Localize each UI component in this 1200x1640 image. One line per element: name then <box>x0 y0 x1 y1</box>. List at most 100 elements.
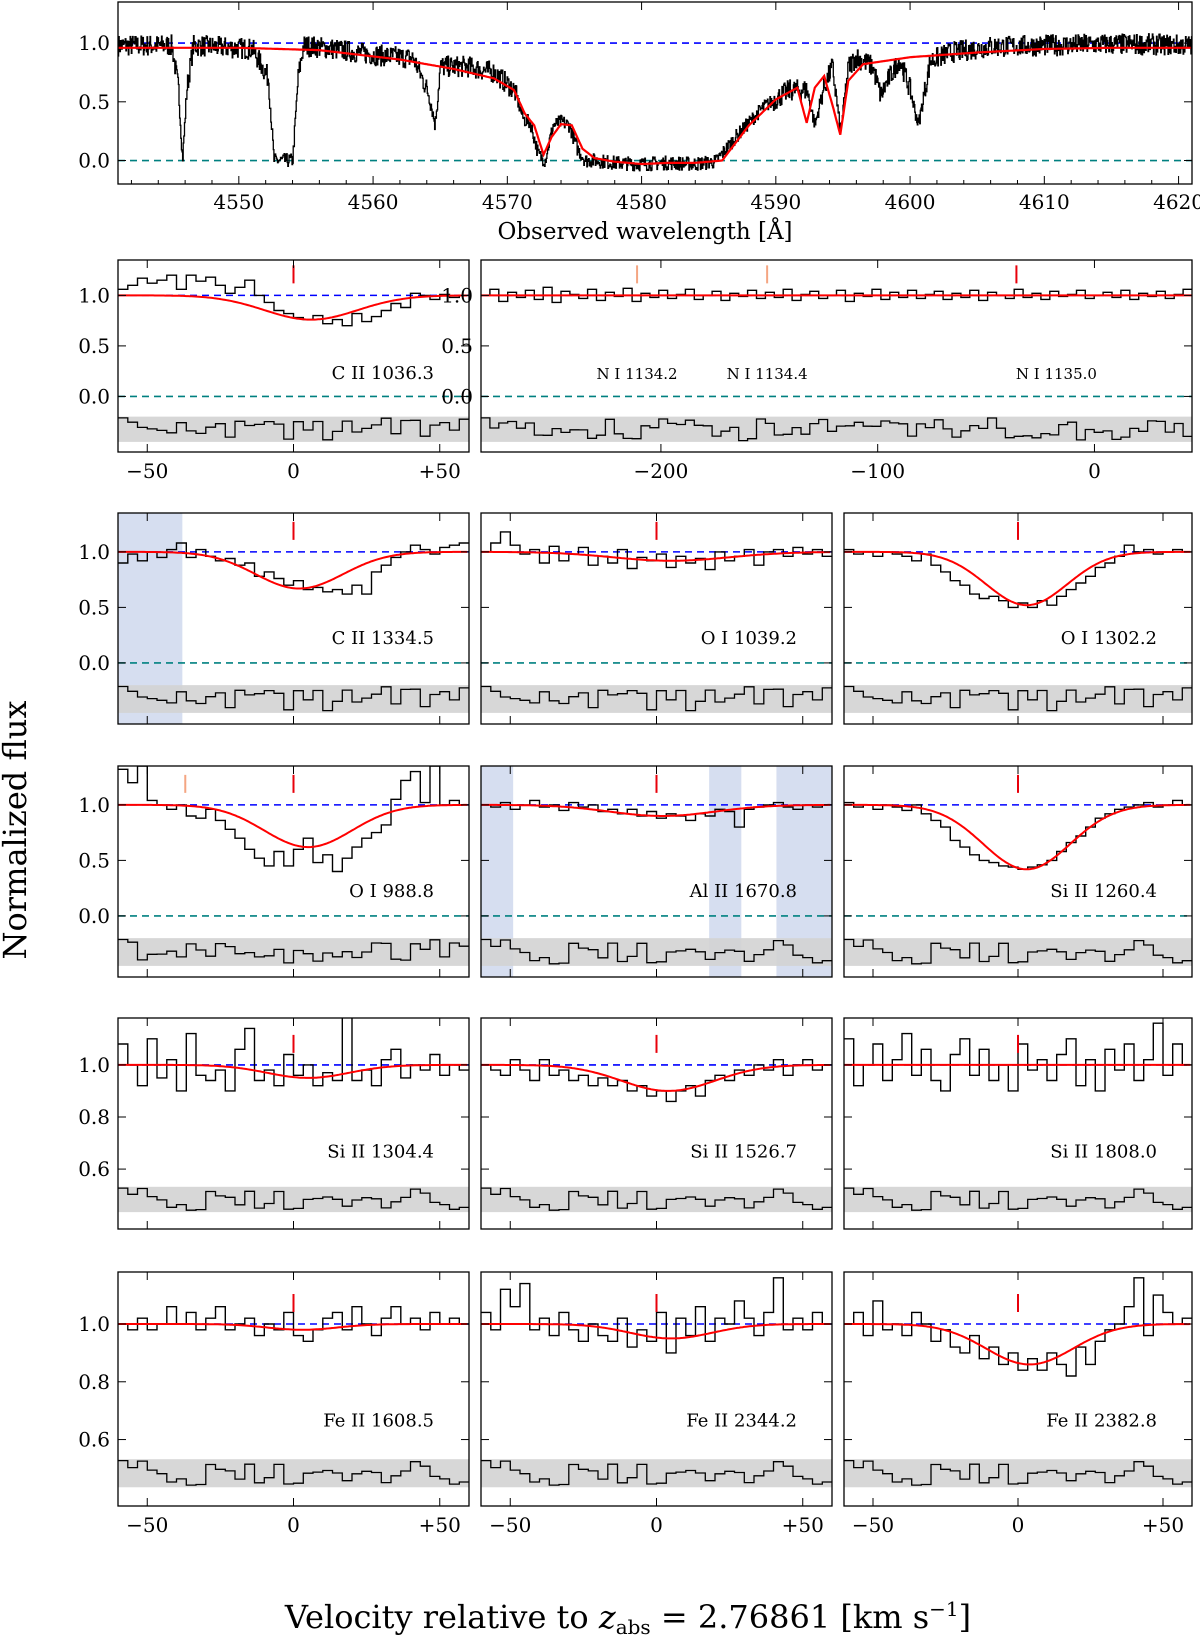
residuals <box>118 1459 469 1486</box>
panel-si2-1260: Si II 1260.4 <box>843 765 1193 978</box>
spectrum-model <box>118 46 1191 166</box>
frame <box>480 1017 833 1230</box>
flux-data <box>844 1277 1192 1377</box>
flux-model <box>118 803 468 849</box>
y-tick-label: 0.5 <box>78 595 110 619</box>
x-tick-label: −50 <box>852 1513 894 1537</box>
flux-data <box>481 1059 832 1103</box>
x-tick-label: 0 <box>1012 1513 1025 1537</box>
plot-area-c2-1334 <box>118 513 469 724</box>
panel-n1-triplet: N I 1134.2 N I 1134.4 N I 1135.0 −200 −100 0 0… <box>441 259 1193 483</box>
y-tick-label: 0.0 <box>441 384 473 408</box>
residuals <box>844 938 1192 965</box>
panel-si2-1526: Si II 1526.7 <box>480 1017 833 1230</box>
panel-c2-1334: C II 1334.5 0.0 0.5 1.0 <box>78 512 470 725</box>
line-label: Si II 1526.7 <box>690 1141 797 1162</box>
panel-fe2-2344: Fe II 2344.2 −50 0 +50 <box>480 1271 833 1537</box>
frame <box>480 259 1193 453</box>
line-label: N I 1134.2 <box>597 365 678 383</box>
x-tick-label: −100 <box>850 459 905 483</box>
flux-model <box>118 550 468 590</box>
panel-top-spectrum: 4550 4560 4570 4580 4590 4600 4610 4620 0.0 0.5 1.… <box>78 1 1200 245</box>
line-label: Si II 1304.4 <box>327 1141 434 1162</box>
y-tick-label: 1.0 <box>78 31 110 55</box>
frame <box>117 1271 470 1507</box>
y-tick-label: 0.0 <box>78 149 110 173</box>
x-tick-label: −200 <box>633 459 688 483</box>
residuals <box>118 685 469 712</box>
flux-model <box>844 1323 1191 1366</box>
flux-model <box>118 1063 468 1079</box>
x-tick-label: −50 <box>126 459 168 483</box>
x-tick-label: +50 <box>782 1513 824 1537</box>
residuals <box>118 417 469 441</box>
y-tick-label: 1.0 <box>78 793 110 817</box>
residuals <box>481 1187 832 1211</box>
frame <box>117 765 470 978</box>
x-tick-label: 0 <box>650 1513 663 1537</box>
residuals <box>844 1187 1192 1211</box>
plot-area-n1-triplet <box>481 265 1192 442</box>
frame <box>480 1271 833 1507</box>
x-tick-label: −50 <box>489 1513 531 1537</box>
x-tick-label: 4560 <box>348 190 399 214</box>
y-tick-label: 1.0 <box>78 1053 110 1077</box>
flux-data <box>844 544 1192 609</box>
frame <box>843 1271 1193 1507</box>
flux-data <box>118 1018 469 1092</box>
x-axis-title: Velocity relative to zabs = 2.76861 [km … <box>284 1597 971 1639</box>
flux-model <box>481 1323 831 1340</box>
plot-area-o1-1039 <box>481 521 832 713</box>
x-tick-label: 4570 <box>482 190 533 214</box>
plot-area-fe2-2382 <box>844 1277 1192 1488</box>
panel-o1-988: O I 988.8 0.0 0.5 1.0 <box>78 765 470 978</box>
y-axis-title: Normalized flux <box>0 701 34 960</box>
line-label: O I 1039.2 <box>701 628 797 649</box>
panel-o1-1039: O I 1039.2 <box>480 512 833 725</box>
line-label: Al II 1670.8 <box>689 881 797 902</box>
x-tick-label: 4610 <box>1019 190 1070 214</box>
flux-model <box>481 550 831 562</box>
flux-model <box>481 803 831 817</box>
residuals <box>481 938 832 965</box>
panels: 4550 4560 4570 4580 4590 4600 4610 4620 0.0 0.5 1.… <box>78 1 1200 1537</box>
flux-data <box>481 1277 832 1354</box>
residuals <box>118 1187 469 1211</box>
plot-area-al2-1670 <box>481 766 832 977</box>
y-tick-label: 1.0 <box>78 1312 110 1336</box>
y-tick-label: 1.0 <box>78 540 110 564</box>
flux-model <box>118 1323 468 1331</box>
plot-area-top-spectrum <box>118 33 1192 172</box>
spectrum-data <box>118 33 1192 172</box>
x-tick-label: 0 <box>1088 459 1101 483</box>
y-tick-label: 1.0 <box>441 283 473 307</box>
frame <box>117 259 470 453</box>
y-tick-label: 0.8 <box>78 1105 110 1129</box>
panel-fe2-2382: Fe II 2382.8 −50 0 +50 <box>843 1271 1193 1537</box>
panel-si2-1808: Si II 1808.0 <box>843 1017 1193 1230</box>
line-label: Si II 1808.0 <box>1050 1141 1157 1162</box>
plot-area-si2-1260 <box>844 774 1192 966</box>
frame <box>480 765 833 978</box>
flux-model <box>118 294 468 321</box>
flux-data <box>844 799 1192 870</box>
x-tick-label: 4580 <box>616 190 667 214</box>
flux-data <box>118 274 469 327</box>
line-label: N I 1135.0 <box>1016 365 1097 383</box>
x-tick-label: +50 <box>419 1513 461 1537</box>
y-tick-label: 0.0 <box>78 904 110 928</box>
y-tick-label: 1.0 <box>78 283 110 307</box>
y-tick-label: 0.0 <box>78 384 110 408</box>
residuals <box>118 938 469 964</box>
x-tick-label: +50 <box>419 459 461 483</box>
x-axis-label: Observed wavelength [Å] <box>497 217 792 245</box>
y-tick-label: 0.5 <box>78 848 110 872</box>
residuals <box>844 1459 1192 1486</box>
flux-model <box>844 803 1191 871</box>
line-label: O I 988.8 <box>349 881 434 902</box>
plot-area-o1-1302 <box>844 521 1192 713</box>
y-tick-label: 0.5 <box>78 90 110 114</box>
flux-data <box>481 531 832 571</box>
frame <box>843 1017 1193 1230</box>
x-tick-label: +50 <box>1142 1513 1184 1537</box>
